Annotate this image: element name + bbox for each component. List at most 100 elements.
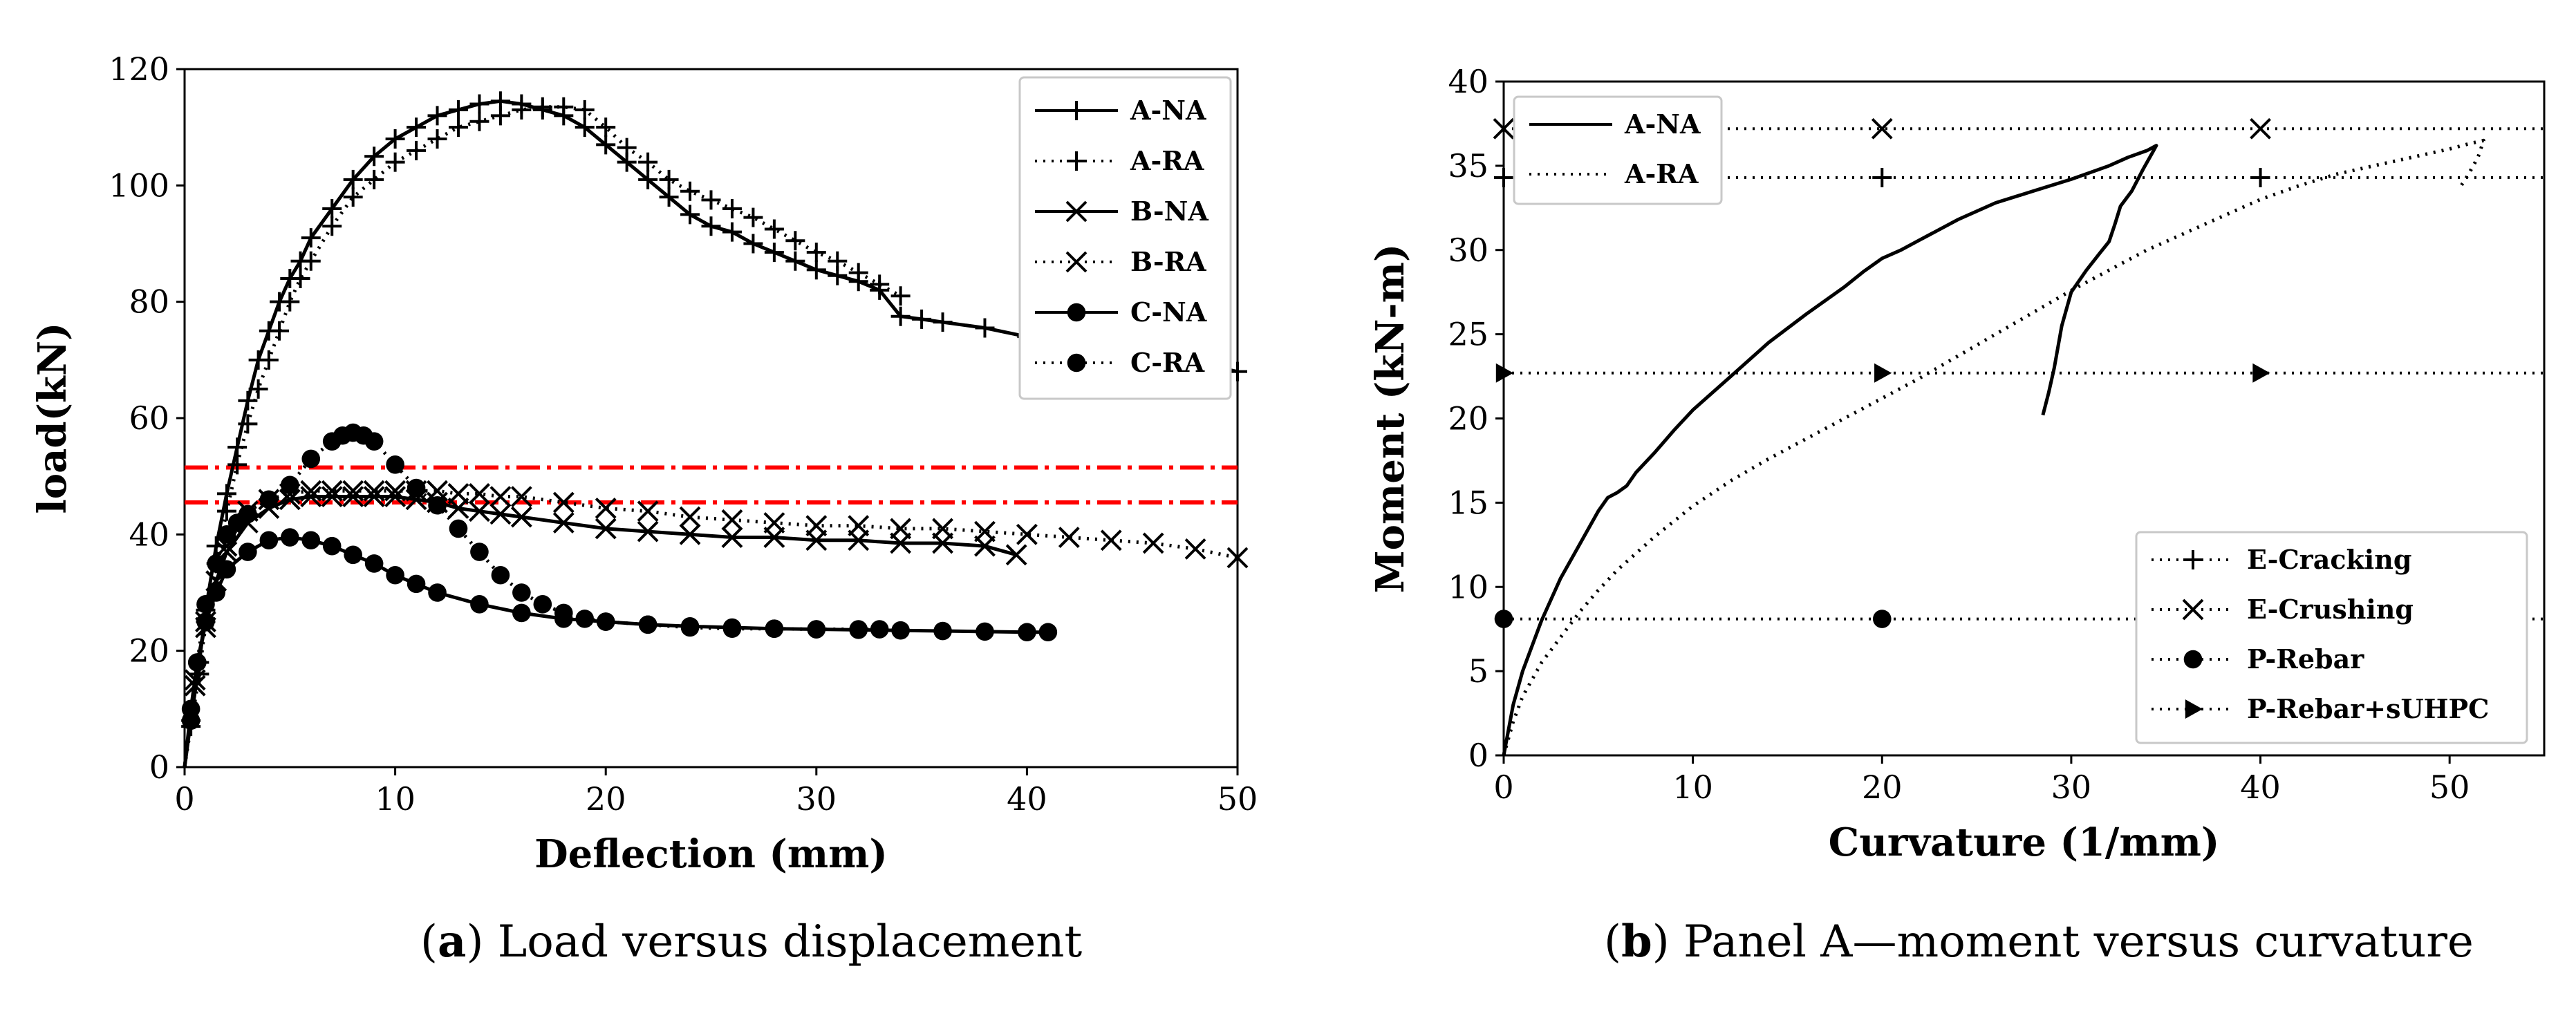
panel-a-point-c-ra	[281, 475, 299, 495]
panel-a-xtick-label: 30	[796, 780, 837, 818]
panel-a-point-c-na	[1038, 623, 1058, 642]
panel-b-xtick-label: 0	[1493, 768, 1513, 806]
panel-b-xtick-label: 50	[2429, 768, 2470, 806]
panel-a-ytick-label: 120	[109, 50, 169, 88]
panel-a-point-c-na	[239, 543, 257, 561]
panel-a-point-c-na	[344, 545, 362, 565]
panel-a-point-a-ra	[290, 269, 310, 288]
panel-a-legend-label-b-ra: B-RA	[1130, 246, 1206, 277]
panel-a-point-a-ra	[680, 181, 700, 201]
panel-a-point-a-ra	[512, 100, 532, 120]
panel-b-legend1-legend-label-a-na: A-NA	[1624, 109, 1701, 140]
panel-a-legend-label-a-na: A-NA	[1130, 95, 1206, 126]
panel-a-point-b-ra	[595, 498, 617, 519]
panel-a-point-b-ra	[1100, 529, 1122, 551]
panel-a-legend-marker-a-ra	[1067, 151, 1086, 171]
panel-a-point-a-na	[785, 251, 805, 271]
panel-a-point-a-na	[638, 169, 658, 189]
panel-a-point-c-na	[976, 622, 994, 641]
panel-a-point-a-na	[448, 100, 468, 120]
panel-a-point-c-ra	[575, 610, 595, 628]
panel-b-legend2-legend-label-e-crushing: E-Crushing	[2247, 594, 2414, 625]
panel-a-y-axis-label: load(kN)	[30, 322, 75, 513]
panel-b-legend1-legend-label-a-ra: A-RA	[1624, 158, 1699, 189]
panel-a-ytick-label: 100	[109, 167, 169, 204]
panel-a-point-a-ra	[890, 286, 911, 306]
panel-a-point-c-na	[428, 583, 447, 602]
panel-b-ytick-label: 40	[1448, 63, 1488, 100]
panel-b-legend2-legend-marker-e-cracking	[2183, 550, 2203, 569]
panel-a-point-c-ra	[807, 620, 826, 639]
panel-a-point-c-ra	[512, 583, 531, 602]
panel-a-legend-marker-c-ra	[1067, 353, 1086, 373]
panel-b-point-e-cracking	[2250, 167, 2270, 187]
panel-a-point-b-ra	[637, 500, 659, 522]
panel-a-point-b-ra	[721, 509, 743, 531]
panel-a-chart: 0 10 20 30 40 50 0 20 40 60 80 100 120 Deflection (mm…	[30, 50, 1258, 877]
panel-a-point-a-ra	[575, 100, 595, 120]
panel-a-point-a-ra	[343, 187, 363, 207]
panel-b-legend2-legend-label-e-cracking: E-Cracking	[2247, 544, 2411, 575]
panel-a-point-a-na	[469, 94, 489, 114]
panel-a-point-c-na	[322, 536, 342, 556]
panel-a-point-c-ra	[407, 478, 426, 498]
panel-b-point-e-crushing	[1493, 117, 1515, 140]
panel-a-xtick-label: 40	[1007, 780, 1047, 818]
panel-a-legend-label-c-na: C-NA	[1130, 296, 1207, 328]
caption-a: (a) Load versus displacement	[420, 916, 1083, 968]
panel-a-point-a-na	[659, 187, 679, 207]
panel-b-point-e-cracking	[1872, 167, 1892, 187]
panel-a-point-a-ra	[216, 501, 236, 521]
panel-a-ytick-label: 80	[129, 283, 169, 321]
panel-a-point-c-ra	[196, 595, 215, 614]
panel-a-point-b-na	[552, 512, 575, 534]
panel-a-point-a-na	[575, 117, 595, 138]
panel-a-point-c-ra	[638, 615, 657, 634]
panel-b-ytick-label: 15	[1448, 484, 1488, 521]
panel-a-point-a-ra	[427, 129, 447, 149]
panel-a-point-b-na	[1005, 544, 1027, 566]
panel-a-point-a-ra	[227, 455, 248, 475]
panel-a-point-c-ra	[491, 565, 510, 585]
panel-a-point-a-na	[890, 306, 911, 326]
panel-a-point-a-ra	[848, 263, 868, 283]
panel-a-point-a-ra	[764, 219, 784, 239]
panel-b-xtick-label: 40	[2240, 768, 2281, 806]
panel-a-point-b-ra	[1226, 547, 1249, 569]
panel-a-point-a-na	[216, 484, 236, 504]
panel-a-point-a-ra	[448, 117, 468, 138]
panel-a-point-a-ra	[322, 216, 342, 236]
panel-a-point-c-na	[407, 574, 426, 594]
panel-a-point-b-ra	[384, 480, 407, 502]
panel-a-point-a-na	[596, 135, 616, 155]
panel-b-xtick-label: 10	[1672, 768, 1713, 806]
panel-b-legend2-legend-marker-p-rebar-suhpc	[2185, 699, 2203, 719]
panel-a-point-b-ra	[974, 520, 996, 543]
panel-b-y-axis-label: Moment (kN-m)	[1368, 244, 1413, 594]
panel-b-point-e-crushing	[2250, 117, 2271, 140]
panel-a-point-c-na	[386, 565, 404, 585]
panel-a-point-c-ra	[301, 449, 321, 469]
panel-a-point-c-ra	[217, 525, 236, 544]
panel-a-point-c-na	[364, 554, 384, 573]
panel-b-ytick-label: 0	[1468, 737, 1488, 774]
panel-a-series-c-na	[183, 536, 1048, 768]
panel-a-point-b-ra	[342, 480, 364, 502]
panel-a-point-b-na	[679, 523, 701, 545]
panel-a-point-c-ra	[765, 619, 784, 638]
panel-a-point-c-ra	[428, 496, 447, 515]
panel-a-point-c-na	[891, 621, 910, 640]
panel-a-point-b-ra	[932, 518, 953, 540]
panel-a-point-a-ra	[870, 274, 890, 294]
panel-b-ytick-label: 10	[1448, 568, 1488, 605]
panel-b-point-e-crushing	[1871, 117, 1893, 140]
panel-a-point-a-ra	[301, 251, 321, 271]
panel-a-point-a-na	[407, 117, 427, 138]
panel-a-point-a-ra	[532, 97, 552, 117]
panel-a-point-a-ra	[638, 152, 658, 172]
panel-b-ytick-label: 35	[1448, 147, 1488, 185]
panel-a-point-c-ra	[181, 711, 200, 730]
panel-a-point-c-na	[259, 531, 279, 550]
panel-a-ytick-label: 40	[129, 516, 169, 553]
panel-a-series-a-ra	[183, 105, 902, 768]
